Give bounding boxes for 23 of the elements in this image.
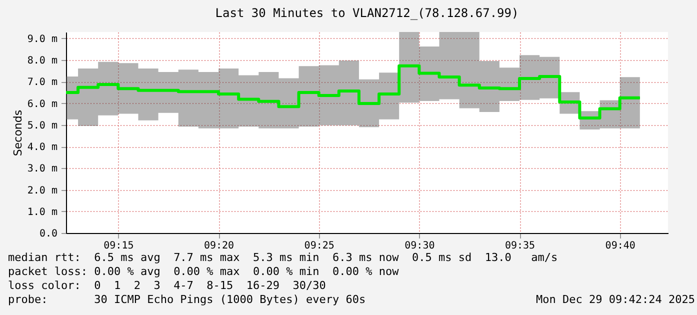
y-tick-label: 2.0 m xyxy=(27,185,58,196)
text: packet loss: 0.00 % avg 0.00 % max 0.00 % min 0.00 % now xyxy=(8,265,400,278)
y-tick-label: 0.0 xyxy=(39,228,58,240)
y-tick-label: 9.0 m xyxy=(27,34,58,45)
x-tick-label: 09:20 xyxy=(204,240,234,252)
x-tick-label: 09:15 xyxy=(104,240,134,252)
y-axis-title: Seconds xyxy=(11,110,24,156)
text: loss color: 0 1 2 3 4-7 8-15 16-29 30/30 xyxy=(8,279,326,292)
y-tick-label: 8.0 m xyxy=(27,56,58,67)
y-tick-label: 1.0 m xyxy=(27,206,58,218)
y-tick-label: 3.0 m xyxy=(27,164,58,175)
y-tick-label: 7.0 m xyxy=(27,77,58,88)
x-tick-label: 09:25 xyxy=(304,240,334,252)
y-tick-label: 6.0 m xyxy=(27,98,58,110)
y-tick-label: 5.0 m xyxy=(27,120,58,132)
text: median rtt: 6.5 ms avg 7.7 ms max 5.3 ms min 6.3 ms now 0.5 ms sd 13.0 am/s xyxy=(8,251,558,264)
text: Mon Dec 29 09:42:24 2025 xyxy=(536,293,695,306)
chart-title: Last 30 Minutes to VLAN2712_(78.128.67.99) xyxy=(215,6,519,20)
x-tick-label: 09:30 xyxy=(404,240,435,252)
y-tick-label: 4.0 m xyxy=(27,142,58,154)
text: probe: 30 ICMP Echo Pings (1000 Bytes) every 60s xyxy=(8,293,366,306)
x-tick-label: 09:35 xyxy=(504,240,536,252)
x-tick-label: 09:40 xyxy=(605,240,636,252)
